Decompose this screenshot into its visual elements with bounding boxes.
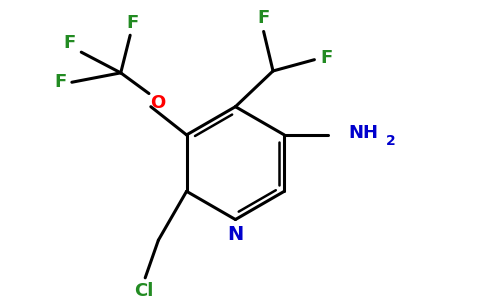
Text: N: N <box>227 225 243 244</box>
Text: F: F <box>127 14 139 32</box>
Text: O: O <box>150 94 165 112</box>
Text: F: F <box>55 73 67 91</box>
Text: F: F <box>257 9 270 27</box>
Text: NH: NH <box>348 124 378 142</box>
Text: 2: 2 <box>386 134 395 148</box>
Text: Cl: Cl <box>134 282 153 300</box>
Text: F: F <box>64 34 76 52</box>
Text: F: F <box>320 49 333 67</box>
